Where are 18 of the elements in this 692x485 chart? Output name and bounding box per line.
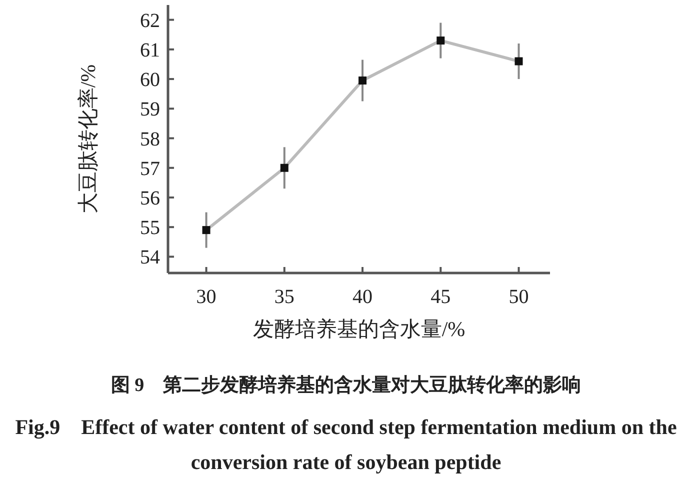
- y-tick-label: 60: [140, 69, 160, 92]
- y-tick-label: 55: [140, 217, 160, 240]
- x-tick-label: 30: [196, 286, 216, 308]
- y-tick-label: 59: [140, 98, 160, 121]
- caption: Fig.9 Effect of water content of second step fermentation medium on the conversion rate of soybean peptide: [14, 414, 678, 476]
- y-tick-label: 62: [140, 10, 160, 32]
- x-tick-label: 40: [352, 286, 373, 308]
- y-tick-label: 54: [140, 246, 160, 269]
- y-tick-label: 58: [140, 128, 160, 150]
- y-axis-title: 大豆肽转化率/%: [76, 64, 100, 214]
- y-tick-label: 61: [140, 39, 160, 62]
- x-axis-title: 发酵培养基的含水量/%: [252, 317, 466, 341]
- x-tick-label: 45: [430, 286, 451, 308]
- y-tick-label: 57: [140, 158, 160, 180]
- y-tick-label: 56: [140, 187, 160, 210]
- caption: 图 9 第二步发酵培养基的含水量对大豆肽转化率的影响: [110, 374, 582, 396]
- x-tick-label: 50: [508, 286, 529, 308]
- x-tick-label: 35: [274, 286, 294, 308]
